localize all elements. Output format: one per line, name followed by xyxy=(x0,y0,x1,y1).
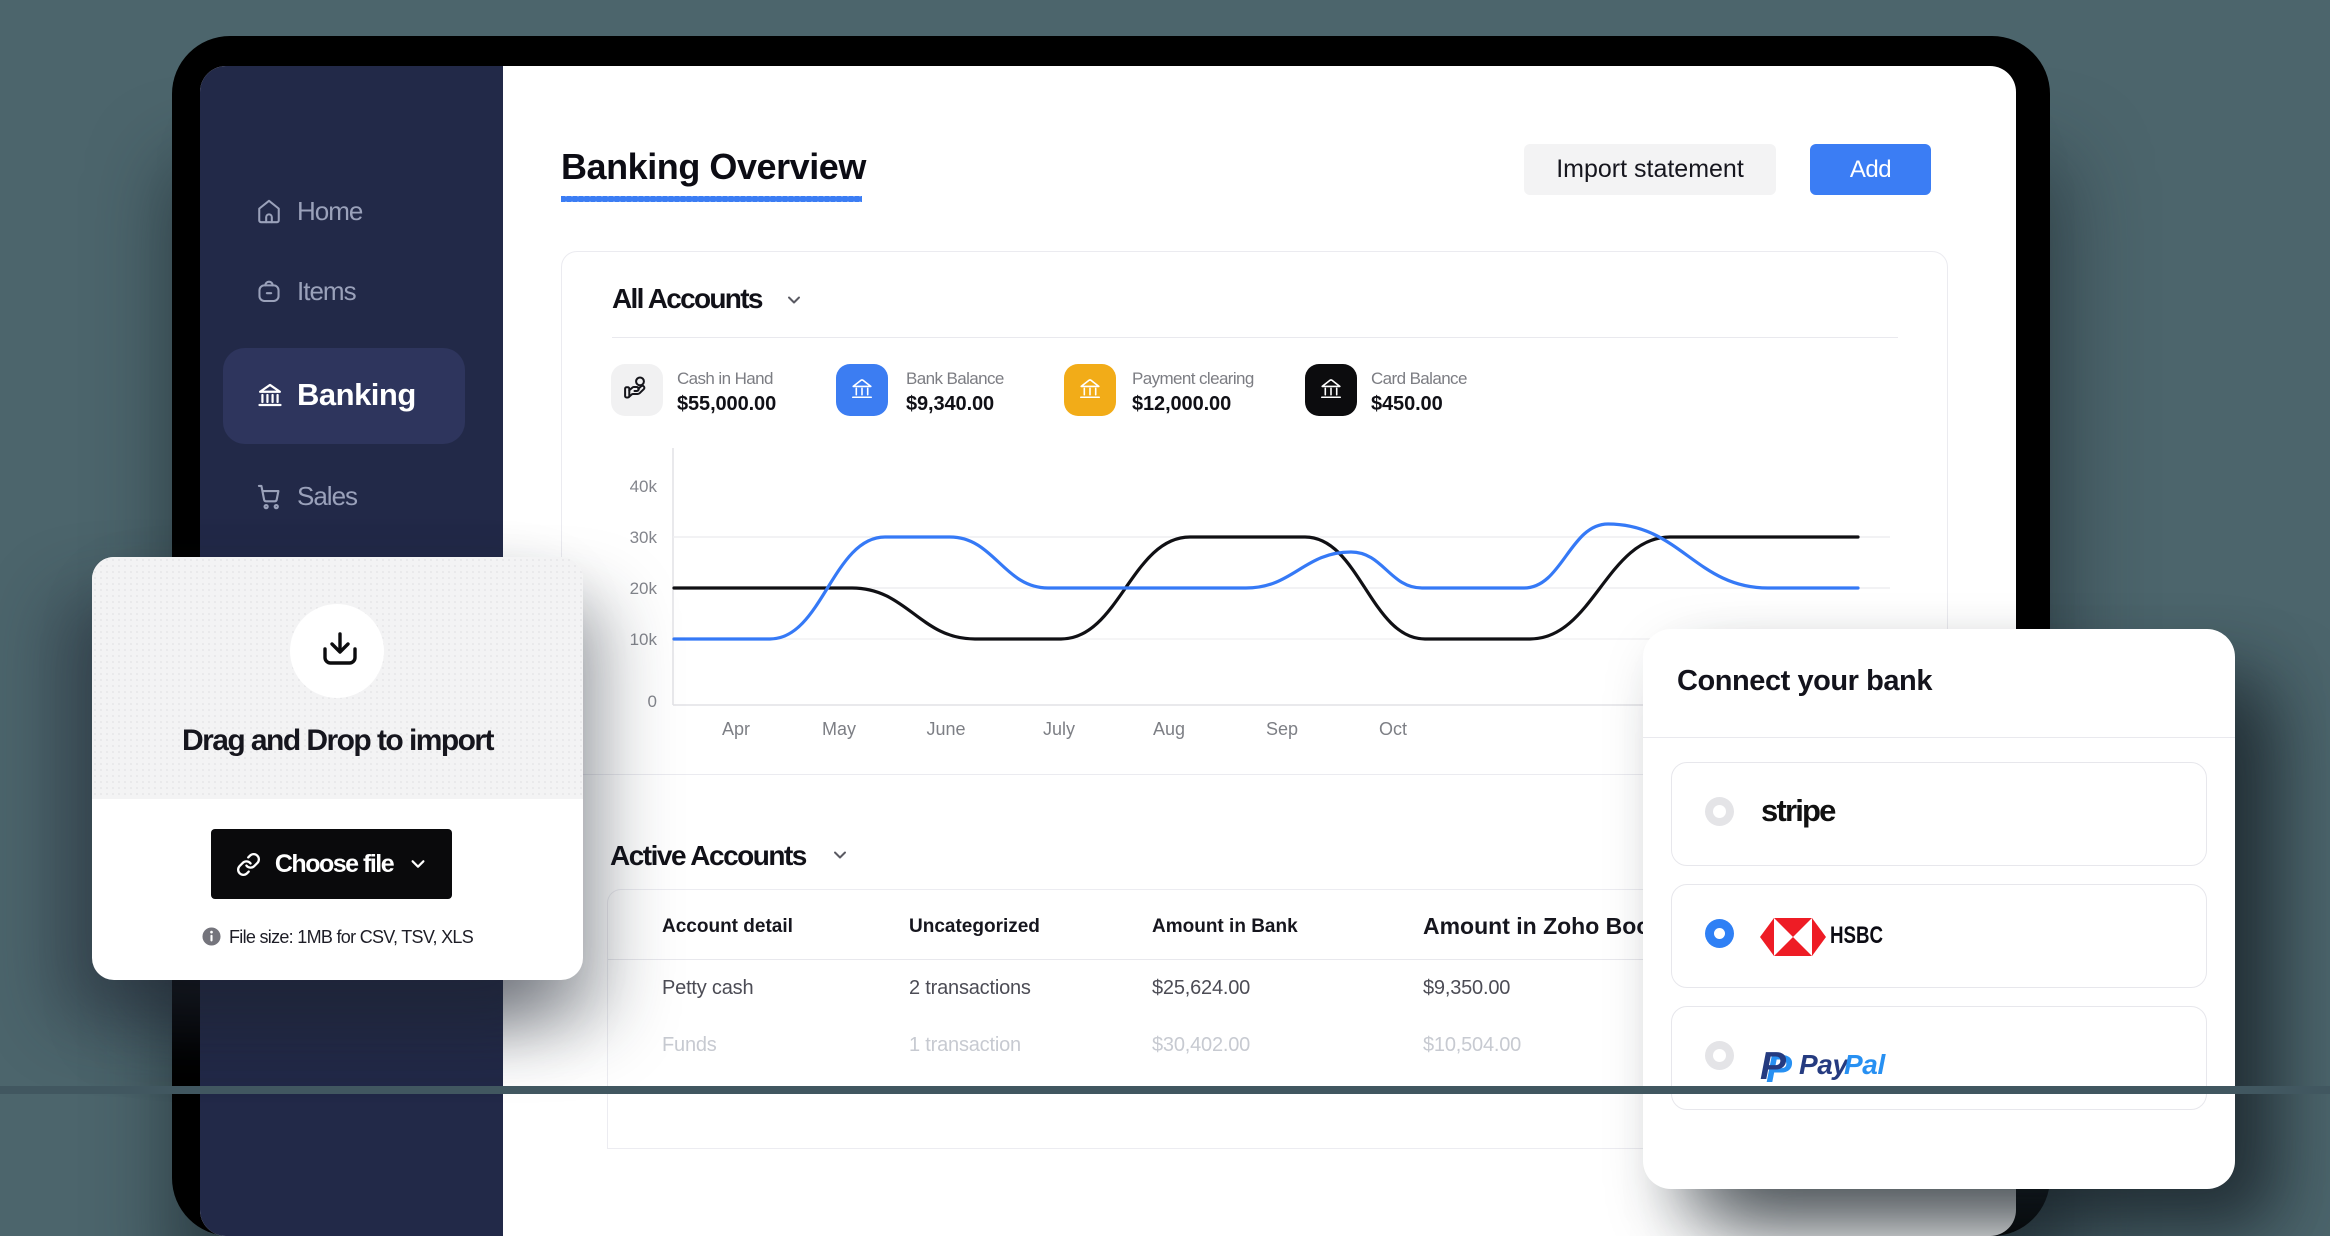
svg-text:P: P xyxy=(1766,1048,1793,1087)
svg-text:Pal: Pal xyxy=(1844,1049,1886,1080)
svg-text:P: P xyxy=(1760,1045,1787,1087)
svg-text:Pay: Pay xyxy=(1799,1049,1849,1080)
